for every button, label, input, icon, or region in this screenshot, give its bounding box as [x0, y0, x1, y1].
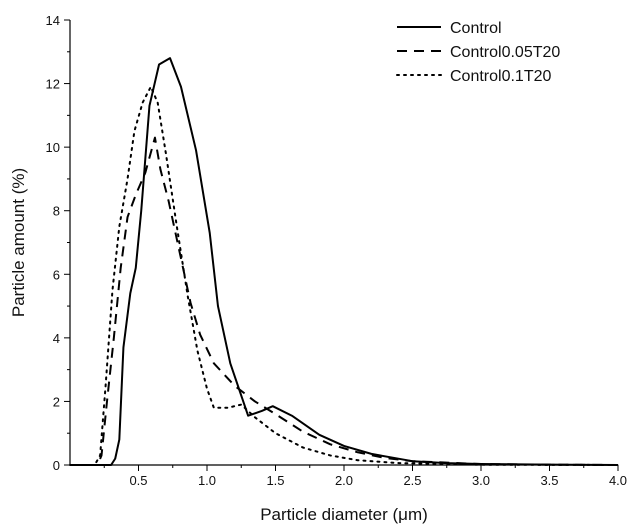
- y-tick-label: 10: [46, 140, 60, 155]
- y-tick-label: 0: [53, 458, 60, 473]
- x-tick-label: 0.5: [129, 473, 147, 488]
- x-tick-label: 4.0: [609, 473, 627, 488]
- y-tick-label: 6: [53, 267, 60, 282]
- legend: Control Control0.05T20 Control0.1T20: [396, 20, 560, 85]
- x-tick-label: 1.5: [266, 473, 284, 488]
- x-tick-label: 1.0: [198, 473, 216, 488]
- legend-label-3: Control0.1T20: [450, 68, 551, 85]
- x-axis-title: Particle diameter (μm): [260, 505, 428, 524]
- x-tick-label: 2.0: [335, 473, 353, 488]
- x-tick-label: 2.5: [403, 473, 421, 488]
- y-tick-label: 12: [46, 77, 60, 92]
- y-tick-label: 14: [46, 13, 60, 28]
- y-axis-title: Particle amount (%): [9, 168, 28, 317]
- y-tick-label: 4: [53, 331, 60, 346]
- legend-label-1: Control: [450, 20, 502, 37]
- series-line-1: [70, 57, 619, 466]
- x-tick-label: 3.0: [472, 473, 490, 488]
- series-line-3: [69, 85, 619, 466]
- series-line-2: [70, 136, 619, 466]
- x-tick-label: 3.5: [540, 473, 558, 488]
- y-tick-label: 8: [53, 204, 60, 219]
- y-tick-label: 2: [53, 394, 60, 409]
- legend-label-2: Control0.05T20: [450, 44, 560, 61]
- axis-tick-labels: 0.5 1.0 1.5 2.0 2.5 3.0 3.5 4.0 0 2 4 6 8 10 12 14: [46, 13, 628, 488]
- series-lines: [69, 57, 619, 466]
